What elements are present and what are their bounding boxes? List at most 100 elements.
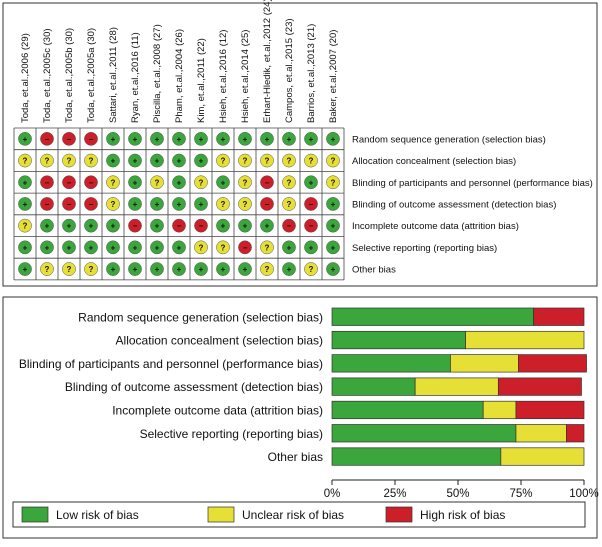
rating-symbol: + [309,178,314,187]
rating-unclear [194,240,208,255]
rating-unclear [282,197,296,211]
rating-symbol: + [23,265,28,274]
rating-symbol: − [45,135,50,144]
rating-low [18,197,32,211]
rating-symbol: + [243,222,248,231]
rating-symbol: − [67,135,72,144]
rating-low [326,197,340,211]
rating-symbol: + [221,265,226,274]
bar-category-label: Random sequence generation (selection bi… [78,310,323,324]
rating-low [128,153,142,168]
bar-segment-unclear [450,354,519,373]
bar-segment-low [331,354,451,373]
rating-symbol: + [221,178,226,187]
rating-high [238,240,252,255]
rating-low [194,262,208,276]
rating-symbol: + [265,135,270,144]
rating-high [304,197,318,211]
rating-symbol: + [177,243,182,252]
bar-category-label: Selective reporting (reporting bias) [140,427,323,441]
rating-symbol: + [287,135,292,144]
rating-symbol: ? [309,265,314,274]
rating-symbol: + [45,243,50,252]
rating-high [304,218,318,233]
rating-low [106,153,120,168]
bar-category-label: Incomplete outcome data (attrition bias) [112,403,323,417]
rating-low [172,240,186,255]
rating-low [62,240,76,255]
rating-symbol: + [155,157,160,166]
rating-low [326,262,340,276]
rating-low [282,262,296,276]
rating-symbol: − [133,222,138,231]
rating-symbol: − [309,200,314,209]
rating-symbol: ? [331,178,336,187]
rating-symbol: − [287,222,292,231]
rating-low [260,132,274,146]
rating-symbol: + [265,222,270,231]
bar-segment-low [331,447,502,466]
study-label: Pham, et.al.,2004 (26) [174,29,185,123]
rating-symbol: + [177,178,182,187]
rating-low [40,218,54,233]
rating-high [62,132,76,146]
rating-low [106,262,120,276]
study-label: Hsieh, et.al.,2014 (25) [240,30,251,123]
rating-low [150,240,164,255]
bar-segment-high [566,424,585,443]
risk-of-bias-graph: Random sequence generation (selection bi… [19,307,599,500]
bar-segment-low [331,330,466,350]
rating-symbol: + [199,265,204,274]
rating-unclear [260,153,274,168]
rating-symbol: − [177,222,182,231]
bar-segment-high [497,377,582,396]
legend-swatch [21,506,49,523]
rating-unclear [216,197,230,211]
rating-unclear [326,153,340,168]
rating-unclear [326,175,340,190]
rating-high [62,197,76,211]
rating-high [40,132,54,146]
summary-panel-frame [2,2,598,287]
rating-symbol: − [243,243,248,252]
rating-symbol: ? [45,265,50,274]
bar-segment-high [518,354,587,373]
rating-low [304,240,318,255]
x-tick-label: 25% [383,488,406,500]
rating-symbol: + [177,157,182,166]
rating-unclear [194,175,208,190]
bar-segment-unclear [500,447,585,466]
rating-symbol: ? [67,157,72,166]
rating-symbol: + [243,265,248,274]
rating-low [18,240,32,255]
rating-symbol: + [111,222,116,231]
rating-symbol: ? [243,178,248,187]
rating-symbol: + [23,200,28,209]
rating-unclear [238,175,252,190]
study-label: Kim, et.al.,2011 (22) [196,38,207,123]
rating-symbol: − [89,200,94,209]
rating-low [326,132,340,146]
bar-category-label: Blinding of participants and personnel (… [19,357,323,371]
domain-label: Incomplete outcome data (attrition bias) [352,221,519,232]
rating-low [40,240,54,255]
study-label: Toda, et.al.,2005b (30) [64,28,75,123]
domain-label: Allocation concealment (selection bias) [352,156,516,167]
rating-symbol: ? [199,178,204,187]
graph-panel-frame [2,296,598,539]
rating-symbol: − [265,178,270,187]
rating-unclear [216,153,230,168]
rating-symbol: + [287,243,292,252]
rating-symbol: + [133,265,138,274]
rating-symbol: + [155,135,160,144]
rating-low [304,132,318,146]
domain-label: Blinding of outcome assessment (detectio… [352,199,556,210]
study-label: Baker, et.al.,2007 (20) [328,30,339,123]
rating-symbol: + [331,135,336,144]
rating-low [106,218,120,233]
rating-low [18,132,32,146]
rating-symbol: ? [23,222,28,231]
bar-segment-high [533,307,585,326]
rating-low [106,240,120,255]
study-label: Barrios, et.al.,2013 (21) [306,24,317,123]
